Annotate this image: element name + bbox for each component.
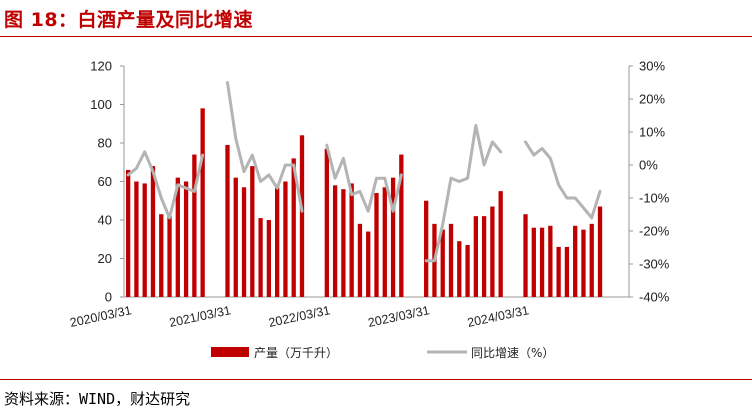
production-bar [291, 158, 296, 297]
production-bar [200, 108, 205, 297]
production-bar [150, 166, 156, 297]
legend-bar-label: 产量（万千升） [254, 346, 338, 360]
production-bar [250, 166, 255, 297]
production-bar [531, 227, 536, 297]
production-bar [349, 183, 354, 297]
yoy-growth-line [424, 123, 503, 263]
right-tick-label: -30% [639, 257, 670, 272]
production-bar [233, 177, 238, 297]
production-bar [473, 216, 478, 297]
production-bar [159, 214, 164, 297]
production-bar [366, 231, 371, 297]
production-bar [283, 181, 288, 297]
production-bar [175, 177, 180, 297]
source-note: 资料来源：WIND，财达研究 [4, 390, 191, 408]
production-bar [481, 216, 487, 297]
right-tick-label: 20% [639, 92, 665, 107]
production-bar [341, 189, 346, 297]
production-bar [465, 245, 470, 297]
production-bar [564, 246, 570, 297]
production-bar [241, 187, 247, 297]
production-bar [125, 169, 131, 297]
right-tick-label: -40% [639, 290, 670, 305]
production-bar [490, 206, 495, 297]
production-bar [556, 246, 561, 297]
production-bar [424, 200, 429, 297]
legend-bar-swatch [211, 347, 249, 357]
production-bar [399, 154, 404, 297]
legend-line-label: 同比增速（%） [471, 346, 554, 360]
production-bar [440, 229, 445, 297]
yoy-growth-line [524, 140, 602, 220]
production-bar [597, 206, 603, 297]
production-bar [589, 223, 594, 297]
production-bar [225, 144, 230, 297]
right-tick-label: -20% [639, 224, 670, 239]
x-tick-label: 2024/03/31 [466, 303, 530, 330]
right-tick-label: 30% [639, 59, 665, 74]
x-tick-label: 2021/03/31 [168, 303, 232, 330]
production-bar [581, 229, 586, 297]
production-bar [374, 193, 379, 297]
yoy-growth-line [126, 150, 205, 220]
production-bar [448, 223, 454, 297]
production-bar [548, 225, 553, 297]
title-rule [0, 36, 752, 37]
production-bar [573, 225, 578, 297]
production-bar [332, 185, 338, 297]
production-bar [357, 223, 363, 297]
production-bar [457, 241, 462, 297]
production-bar [258, 218, 263, 297]
production-bar [324, 148, 329, 297]
left-tick-label: 40 [98, 213, 112, 228]
left-tick-label: 80 [98, 136, 112, 151]
left-tick-label: 120 [90, 59, 112, 74]
right-tick-label: 10% [639, 125, 665, 140]
left-tick-label: 60 [98, 174, 112, 189]
production-bar [183, 181, 189, 297]
left-tick-label: 0 [105, 290, 112, 305]
x-tick-label: 2022/03/31 [267, 303, 331, 330]
left-tick-label: 20 [98, 251, 112, 266]
production-bar [382, 187, 387, 297]
production-bar [523, 214, 528, 297]
figure-title: 图 18：白酒产量及同比增速 [4, 9, 254, 31]
production-bar [498, 191, 503, 297]
production-bar [266, 220, 272, 297]
source-rule [0, 379, 752, 380]
x-tick-label: 2023/03/31 [367, 303, 431, 330]
production-bar [539, 227, 545, 297]
production-bar [134, 181, 139, 297]
right-tick-label: 0% [639, 158, 658, 173]
x-tick-label: 2020/03/31 [69, 303, 133, 330]
left-tick-label: 100 [90, 97, 112, 112]
production-bar [275, 187, 280, 297]
production-bar [299, 135, 305, 297]
right-tick-label: -10% [639, 191, 670, 206]
production-bar [390, 177, 396, 297]
yoy-growth-line [325, 143, 403, 213]
production-bar [192, 154, 197, 297]
yoy-growth-line [226, 81, 304, 213]
production-bar [142, 183, 147, 297]
production-bar [167, 216, 172, 297]
